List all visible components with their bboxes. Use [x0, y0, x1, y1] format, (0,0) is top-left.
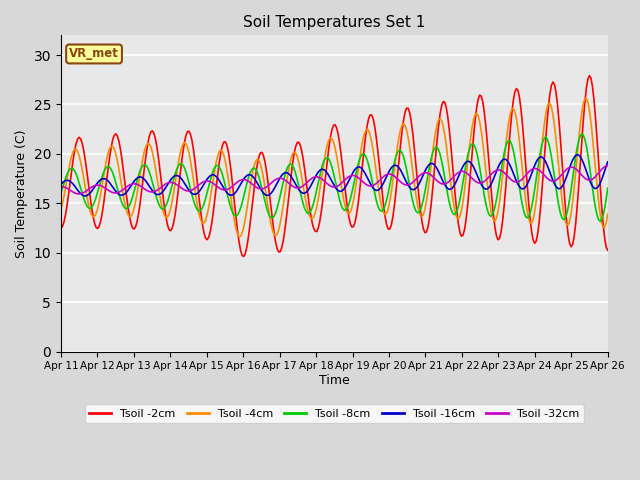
Tsoil -32cm	[604, 163, 612, 168]
Tsoil -4cm	[220, 152, 228, 158]
Tsoil -2cm	[298, 147, 305, 153]
Y-axis label: Soil Temperature (C): Soil Temperature (C)	[15, 129, 28, 258]
Tsoil -4cm	[582, 95, 590, 101]
Legend: Tsoil -2cm, Tsoil -4cm, Tsoil -8cm, Tsoil -16cm, Tsoil -32cm: Tsoil -2cm, Tsoil -4cm, Tsoil -8cm, Tsoi…	[84, 405, 584, 423]
Tsoil -32cm	[57, 184, 65, 190]
X-axis label: Time: Time	[319, 374, 349, 387]
Tsoil -2cm	[238, 252, 246, 258]
Tsoil -32cm	[575, 169, 582, 175]
Tsoil -16cm	[81, 193, 89, 199]
Tsoil -16cm	[577, 154, 584, 160]
Tsoil -32cm	[221, 187, 229, 193]
Tsoil -32cm	[125, 182, 133, 188]
Text: VR_met: VR_met	[69, 48, 119, 60]
Tsoil -4cm	[604, 211, 612, 217]
Tsoil -4cm	[236, 234, 243, 240]
Tsoil -16cm	[298, 190, 305, 195]
Line: Tsoil -4cm: Tsoil -4cm	[61, 98, 608, 237]
Line: Tsoil -32cm: Tsoil -32cm	[61, 166, 608, 194]
Tsoil -8cm	[578, 131, 586, 137]
Tsoil -2cm	[220, 139, 228, 145]
Tsoil -4cm	[124, 212, 132, 217]
Tsoil -2cm	[249, 197, 257, 203]
Tsoil -32cm	[249, 182, 257, 188]
Tsoil -8cm	[604, 185, 612, 191]
Line: Tsoil -8cm: Tsoil -8cm	[61, 134, 608, 221]
Tsoil -8cm	[57, 191, 65, 196]
Tsoil -16cm	[573, 152, 581, 157]
Tsoil -2cm	[604, 247, 612, 253]
Tsoil -8cm	[124, 205, 132, 211]
Tsoil -4cm	[249, 168, 257, 174]
Tsoil -16cm	[57, 181, 65, 187]
Tsoil -16cm	[125, 185, 133, 191]
Tsoil -8cm	[573, 144, 581, 150]
Tsoil -16cm	[249, 174, 257, 180]
Tsoil -8cm	[596, 218, 604, 224]
Tsoil -2cm	[240, 253, 248, 259]
Tsoil -8cm	[296, 189, 304, 194]
Line: Tsoil -16cm: Tsoil -16cm	[61, 155, 608, 196]
Tsoil -4cm	[57, 207, 65, 213]
Tsoil -8cm	[248, 168, 255, 173]
Title: Soil Temperatures Set 1: Soil Temperatures Set 1	[243, 15, 426, 30]
Tsoil -4cm	[575, 136, 582, 142]
Tsoil -8cm	[220, 177, 228, 183]
Tsoil -32cm	[240, 177, 248, 182]
Tsoil -32cm	[76, 191, 83, 197]
Tsoil -4cm	[240, 224, 248, 230]
Tsoil -16cm	[604, 159, 612, 165]
Tsoil -4cm	[298, 174, 305, 180]
Tsoil -16cm	[240, 176, 248, 182]
Tsoil -2cm	[57, 225, 65, 231]
Tsoil -2cm	[586, 73, 593, 79]
Tsoil -2cm	[124, 204, 132, 209]
Line: Tsoil -2cm: Tsoil -2cm	[61, 76, 608, 256]
Tsoil -2cm	[575, 183, 582, 189]
Tsoil -16cm	[221, 188, 229, 193]
Tsoil -8cm	[238, 200, 246, 205]
Tsoil -32cm	[298, 184, 305, 190]
